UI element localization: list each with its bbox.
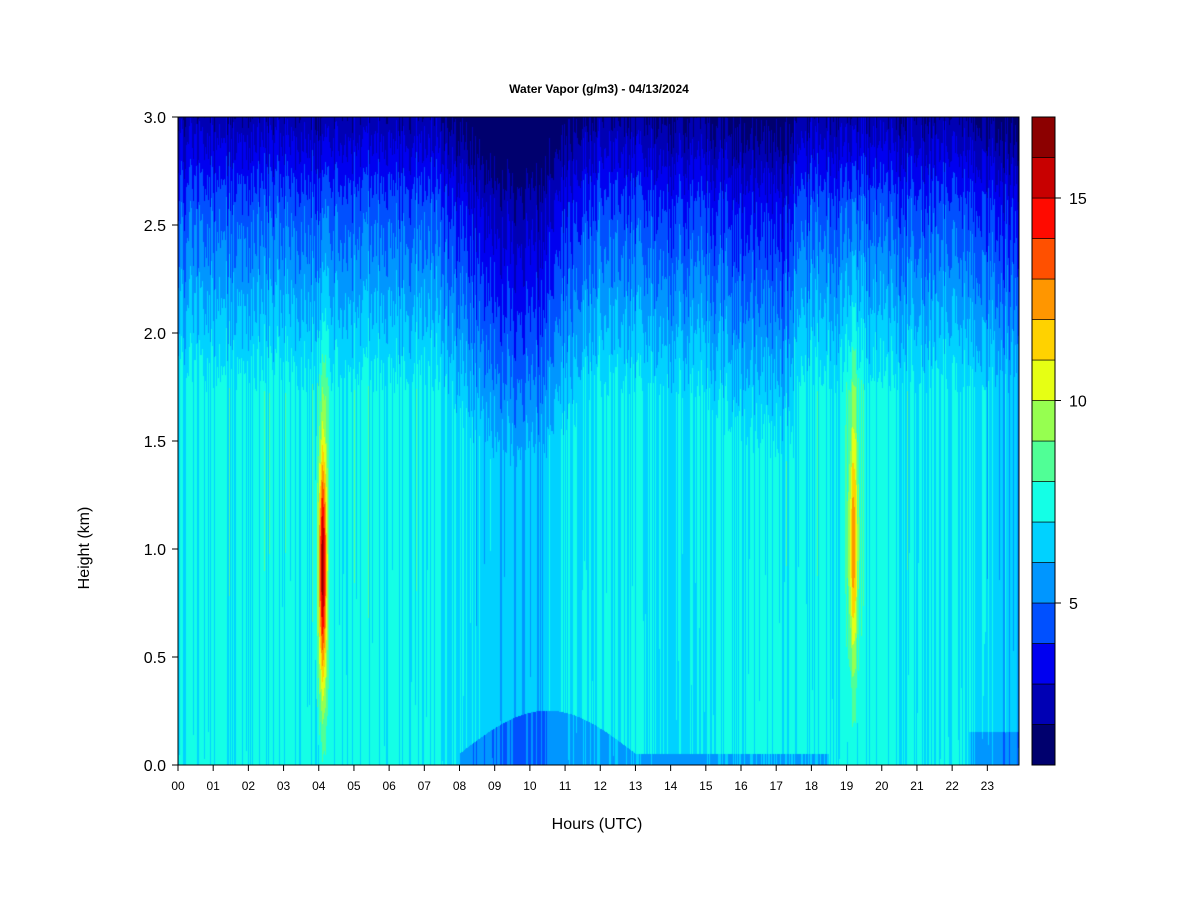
x-tick-label: 17: [770, 779, 784, 793]
colorbar-tick-label: 15: [1069, 191, 1087, 208]
x-axis-label: Hours (UTC): [552, 816, 643, 833]
x-tick-label: 14: [664, 779, 678, 793]
colorbar-swatch: [1031, 440, 1056, 482]
colorbar-swatch: [1031, 319, 1056, 361]
x-tick-label: 23: [981, 779, 995, 793]
colorbar-swatch: [1031, 157, 1056, 199]
heatmap-image: [178, 117, 1019, 765]
x-tick-label: 01: [207, 779, 221, 793]
y-axis: 0.0 0.5 1.0 1.5 2.0 2.5 3.0: [144, 110, 178, 775]
y-tick-label: 0.5: [144, 650, 166, 667]
x-tick-label: 16: [734, 779, 748, 793]
colorbar: 5 10 15: [1031, 116, 1087, 766]
x-tick-label: 15: [699, 779, 713, 793]
x-tick-label: 05: [347, 779, 361, 793]
y-tick-label: 2.5: [144, 218, 166, 235]
colorbar-frame: [1031, 116, 1056, 766]
x-tick-label: 11: [559, 779, 572, 793]
y-tick-label: 1.0: [144, 542, 166, 559]
colorbar-swatch: [1031, 238, 1056, 280]
colorbar-swatch: [1031, 278, 1056, 320]
x-tick-label: 18: [805, 779, 819, 793]
x-tick-label: 00: [171, 779, 185, 793]
x-tick-label: 08: [453, 779, 467, 793]
x-tick-label: 20: [875, 779, 889, 793]
colorbar-swatch: [1031, 400, 1056, 442]
x-tick-label: 21: [910, 779, 924, 793]
x-tick-label: 12: [594, 779, 608, 793]
colorbar-swatch: [1031, 521, 1056, 563]
y-axis-label: Height (km): [76, 507, 93, 590]
x-tick-label: 19: [840, 779, 854, 793]
colorbar-swatch: [1031, 481, 1056, 523]
colorbar-swatch: [1031, 359, 1056, 401]
x-tick-label: 10: [523, 779, 537, 793]
colorbar-tick-label: 10: [1069, 394, 1087, 411]
colorbar-swatch: [1031, 116, 1056, 158]
colorbar-swatch: [1031, 197, 1056, 239]
colorbar-swatch: [1031, 683, 1056, 725]
colorbar-swatch: [1031, 643, 1056, 685]
x-tick-label: 03: [277, 779, 291, 793]
y-tick-label: 2.0: [144, 326, 166, 343]
colorbar-swatch: [1031, 602, 1056, 644]
chart-title: Water Vapor (g/m3) - 04/13/2024: [509, 82, 689, 96]
y-tick-label: 1.5: [144, 434, 166, 451]
x-tick-label: 02: [242, 779, 256, 793]
plot-area: [178, 117, 1019, 765]
x-axis: 00 01 02 03 04 05 06 07 08 09 10 11 12 13 14 15 16 17 18 19…: [171, 765, 994, 793]
colorbar-tick-label: 5: [1069, 596, 1078, 613]
x-tick-label: 06: [382, 779, 396, 793]
x-tick-label: 04: [312, 779, 326, 793]
x-tick-label: 09: [488, 779, 502, 793]
x-tick-label: 07: [418, 779, 432, 793]
x-tick-label: 13: [629, 779, 643, 793]
y-tick-label: 3.0: [144, 110, 166, 127]
colorbar-swatch: [1031, 562, 1056, 604]
x-tick-label: 22: [945, 779, 959, 793]
colorbar-swatch: [1031, 724, 1056, 766]
y-tick-label: 0.0: [144, 758, 166, 775]
